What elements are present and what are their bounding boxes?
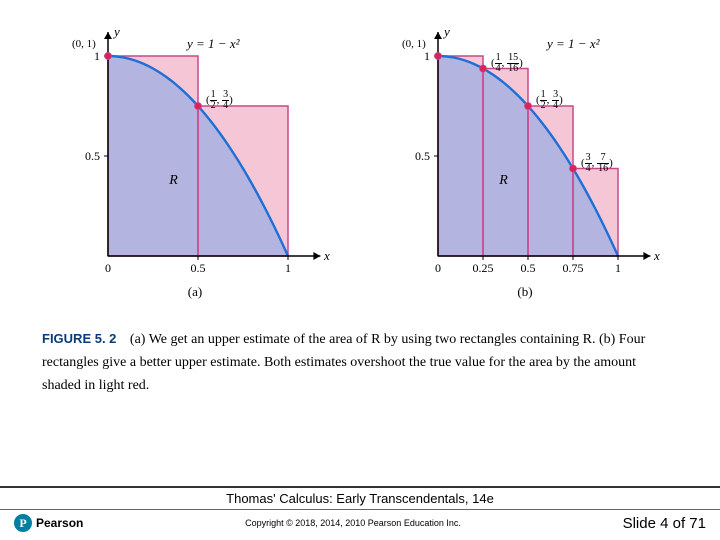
svg-text:0.5: 0.5 bbox=[415, 149, 430, 163]
chart-sublabel: (a) bbox=[60, 284, 330, 300]
slide-number: Slide 4 of 71 bbox=[623, 515, 706, 532]
svg-text:y: y bbox=[112, 24, 120, 39]
figure-caption: FIGURE 5. 2 (a) We get an upper estimate… bbox=[0, 310, 720, 397]
pearson-logo-icon: P bbox=[14, 514, 32, 532]
footer-row: P Pearson Copyright © 2018, 2014, 2010 P… bbox=[0, 510, 720, 532]
svg-text:R: R bbox=[498, 173, 508, 188]
point-label: (12, 34) bbox=[536, 90, 563, 111]
svg-text:1: 1 bbox=[285, 261, 291, 275]
svg-text:y = 1 − x²: y = 1 − x² bbox=[545, 36, 601, 51]
point-label: (0, 1) bbox=[72, 38, 96, 50]
svg-text:0.75: 0.75 bbox=[563, 261, 584, 275]
point-label: (0, 1) bbox=[402, 38, 426, 50]
svg-text:x: x bbox=[323, 248, 330, 263]
svg-text:0.5: 0.5 bbox=[85, 149, 100, 163]
svg-text:0.5: 0.5 bbox=[521, 261, 536, 275]
chart-a: 0 0.5 1 0.5 1 x y y = 1 − x² R (0, 1) (12, 34) (a) bbox=[60, 10, 330, 310]
charts-row: 00.510.51xyy = 1 − x²R(0, 1)(12, 34)(a) … bbox=[0, 0, 720, 310]
svg-text:x: x bbox=[653, 248, 660, 263]
point-label: (12, 34) bbox=[206, 90, 233, 111]
svg-text:0: 0 bbox=[435, 261, 441, 275]
footer-title: Thomas' Calculus: Early Transcendentals,… bbox=[0, 488, 720, 510]
svg-text:0: 0 bbox=[105, 261, 111, 275]
svg-text:y = 1 − x²: y = 1 − x² bbox=[185, 36, 241, 51]
copyright-text: Copyright © 2018, 2014, 2010 Pearson Edu… bbox=[83, 518, 622, 528]
svg-text:R: R bbox=[168, 173, 178, 188]
svg-text:0.25: 0.25 bbox=[473, 261, 494, 275]
svg-text:1: 1 bbox=[94, 49, 100, 63]
point-label: (14, 1516) bbox=[491, 53, 523, 74]
pearson-brand: P Pearson bbox=[14, 514, 83, 532]
svg-text:0.5: 0.5 bbox=[191, 261, 206, 275]
figure-label: FIGURE 5. 2 bbox=[42, 331, 116, 346]
point-label: (34, 716) bbox=[581, 153, 613, 174]
chart-b: 0 0.25 0.5 0.75 1 0.5 1 x y y = 1 − x² R (0, 1) (14,… bbox=[390, 10, 660, 310]
svg-text:1: 1 bbox=[424, 49, 430, 63]
footer: Thomas' Calculus: Early Transcendentals,… bbox=[0, 486, 720, 540]
svg-text:1: 1 bbox=[615, 261, 621, 275]
svg-text:y: y bbox=[442, 24, 450, 39]
pearson-text: Pearson bbox=[36, 516, 83, 530]
chart-sublabel: (b) bbox=[390, 284, 660, 300]
caption-part-a: (a) We get an upper estimate of the area… bbox=[130, 332, 596, 347]
